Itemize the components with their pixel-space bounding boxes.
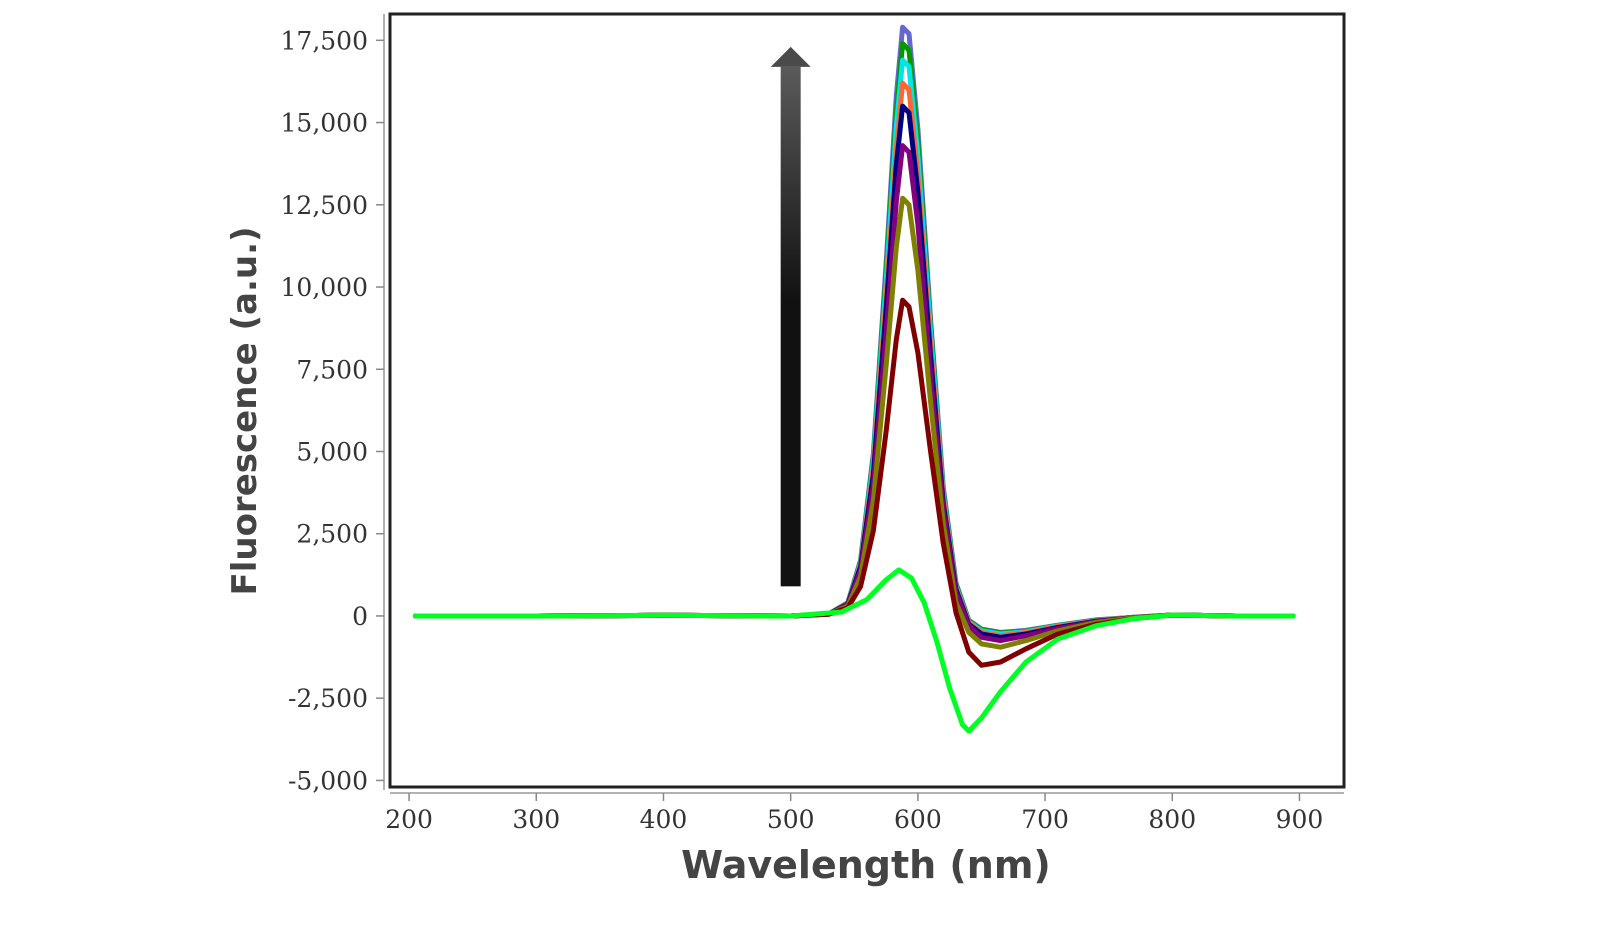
series-line-1	[412, 567, 1296, 734]
x-tick-label: 500	[767, 805, 815, 834]
y-tick-label: 2,500	[296, 520, 368, 549]
y-axis-title: Fluorescence (a.u.)	[225, 226, 265, 595]
y-tick-label: -2,500	[288, 684, 368, 713]
x-axis-title: Wavelength (nm)	[681, 843, 1051, 887]
plot-frame	[388, 12, 1346, 789]
x-tick-label: 800	[1148, 805, 1196, 834]
y-tick-label: 17,500	[281, 26, 368, 55]
y-tick-label: 12,500	[281, 191, 368, 220]
arrow-head	[770, 46, 811, 67]
y-tick-label: 15,000	[281, 109, 368, 138]
x-axis-ticks: 200 300 400 500 600 700 800 900	[385, 793, 1323, 834]
x-tick-label: 600	[894, 805, 942, 834]
y-tick-label: 7,500	[296, 355, 368, 384]
y-tick-label: 0	[352, 602, 368, 631]
arrow-shaft	[780, 66, 801, 587]
x-tick-label: 400	[640, 805, 688, 834]
x-tick-label: 200	[385, 805, 433, 834]
y-tick-label: -5,000	[288, 766, 368, 795]
trend-arrow	[770, 46, 811, 587]
x-tick-label: 300	[512, 805, 560, 834]
x-tick-label: 900	[1276, 805, 1324, 834]
x-tick-label: 700	[1021, 805, 1069, 834]
y-axis-ticks: -5,000 -2,500 0 2,500 5,000 7,500 10,000 12,500…	[281, 26, 384, 795]
y-tick-label: 10,000	[281, 273, 368, 302]
y-tick-label: 5,000	[296, 437, 368, 466]
series-lines	[412, 24, 1296, 734]
